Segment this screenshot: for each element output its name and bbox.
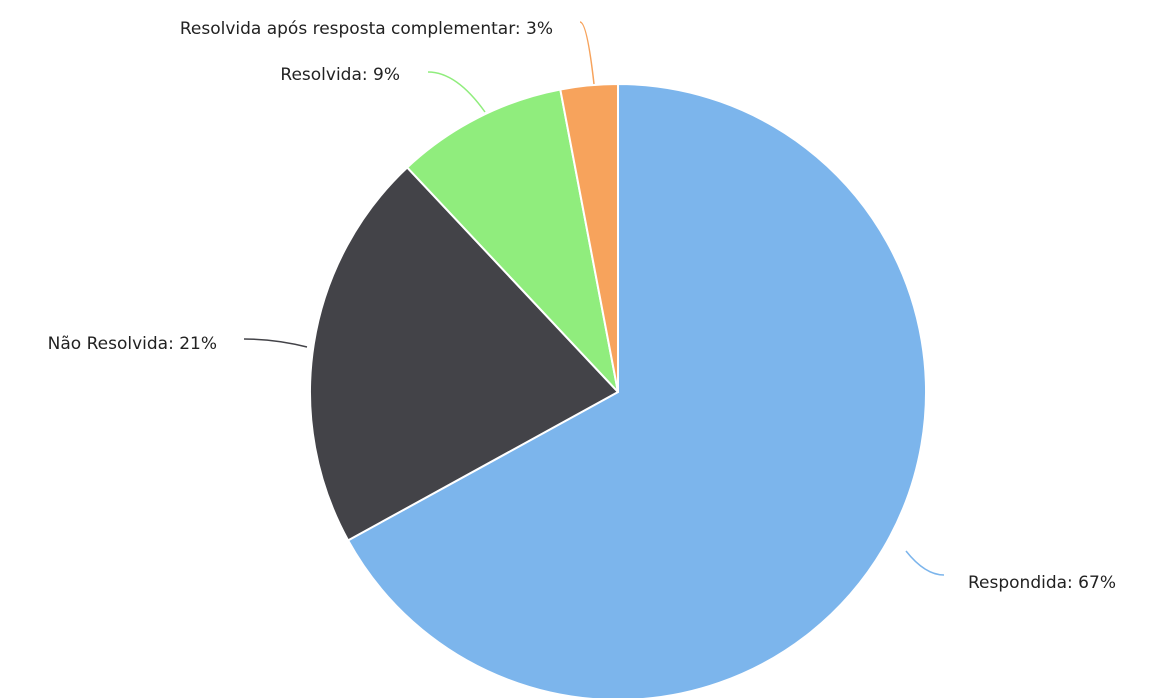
slice-label-nao-resolvida: Não Resolvida: 21%	[48, 334, 217, 354]
connectors-layer	[243, 21, 945, 576]
slice-label-resolvida-apos-resposta-complementar: Resolvida após resposta complementar: 3%	[180, 19, 553, 39]
connector-respondida	[905, 550, 945, 576]
slice-label-resolvida: Resolvida: 9%	[280, 65, 400, 85]
connector-resolvida-apos-resposta-complementar	[579, 21, 595, 85]
connector-nao-resolvida	[243, 338, 308, 348]
slices-layer	[309, 83, 927, 698]
pie-slice-nao-resolvida[interactable]	[309, 166, 619, 542]
connector-resolvida	[427, 71, 486, 113]
pie-slice-respondida[interactable]	[347, 83, 927, 698]
labels-layer: Respondida: 67% Não Resolvida: 21% Resolvi…	[48, 19, 1116, 593]
pie-slice-resolvida-apos-resposta-complementar[interactable]	[559, 83, 619, 393]
pie-slice-resolvida[interactable]	[406, 88, 619, 393]
slice-label-respondida: Respondida: 67%	[968, 573, 1116, 593]
